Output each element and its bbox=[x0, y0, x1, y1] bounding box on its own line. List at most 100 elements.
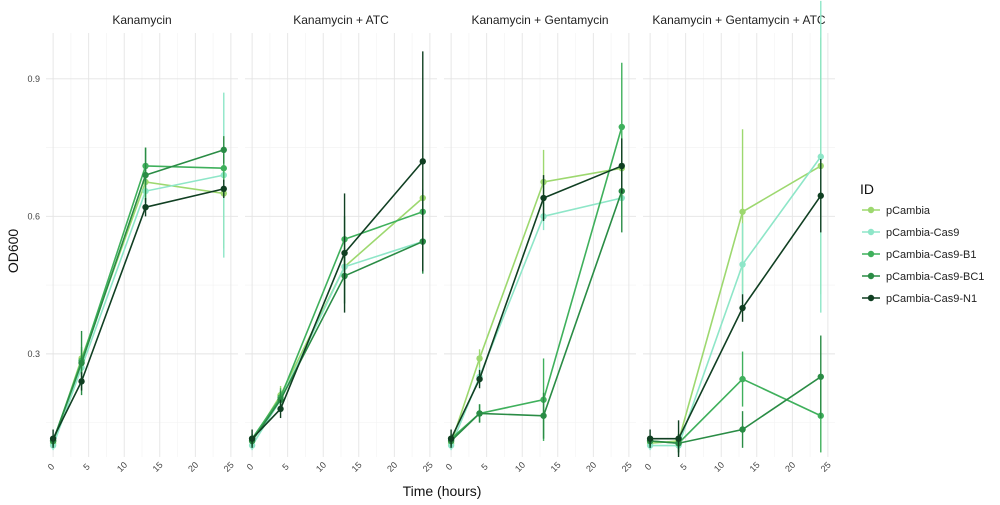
data-point bbox=[646, 435, 654, 442]
data-point bbox=[476, 355, 483, 362]
facet-panels: Kanamycin 0 5 10 15 20 25 Kanamycin + ATC 0 5 10 15… bbox=[27, 0, 835, 474]
x-tick-label: 10 bbox=[712, 460, 726, 474]
x-tick-label: 25 bbox=[620, 460, 634, 474]
data-point bbox=[220, 165, 227, 172]
x-tick-label: 20 bbox=[385, 460, 399, 474]
series-pCambia-Cas9-N1 bbox=[248, 51, 426, 448]
x-tick-label: 5 bbox=[280, 462, 291, 473]
data-point bbox=[220, 146, 227, 154]
legend-key-point bbox=[867, 228, 875, 236]
data-point bbox=[142, 203, 149, 211]
legend-label: pCambia-Cas9-N1 bbox=[886, 293, 977, 305]
x-tick-label: 25 bbox=[222, 460, 236, 474]
x-tick-label: 25 bbox=[819, 460, 833, 474]
data-point bbox=[341, 249, 348, 257]
series-line bbox=[251, 211, 424, 440]
facet-panel: Kanamycin + Gentamycin 0 5 10 15 20 25 bbox=[444, 13, 636, 474]
data-point bbox=[142, 171, 149, 179]
series-line bbox=[52, 174, 224, 446]
data-point bbox=[419, 158, 426, 165]
series-line bbox=[450, 126, 623, 440]
data-point bbox=[817, 192, 824, 199]
legend-label: pCambia bbox=[886, 205, 931, 217]
y-tick-label: 0.6 bbox=[27, 211, 40, 221]
x-tick-label: 0 bbox=[444, 462, 455, 473]
x-tick-label: 15 bbox=[151, 460, 165, 474]
x-tick-label: 20 bbox=[186, 460, 200, 474]
data-point bbox=[739, 261, 746, 268]
facet-panel: Kanamycin + ATC 0 5 10 15 20 25 bbox=[245, 13, 437, 474]
series-pCambia-Cas9-BC1 bbox=[646, 335, 824, 453]
series-line bbox=[52, 181, 224, 444]
data-point bbox=[618, 162, 625, 170]
data-point bbox=[817, 373, 824, 380]
x-tick-label: 10 bbox=[513, 460, 527, 474]
data-point bbox=[739, 208, 746, 215]
legend-item: pCambia-Cas9 bbox=[862, 227, 959, 239]
data-point bbox=[739, 426, 746, 433]
y-tick-label: 0.3 bbox=[27, 349, 40, 359]
series-line bbox=[450, 197, 622, 446]
series-line bbox=[251, 160, 424, 440]
legend-item: pCambia-Cas9-B1 bbox=[862, 249, 976, 261]
series-pCambia-Cas9-B1 bbox=[248, 188, 426, 444]
x-tick-label: 10 bbox=[115, 460, 129, 474]
x-tick-label: 15 bbox=[748, 460, 762, 474]
data-point bbox=[739, 375, 746, 383]
x-tick-label: 0 bbox=[245, 462, 256, 473]
series-line bbox=[650, 378, 822, 445]
series-pCambia-Cas9-N1 bbox=[49, 179, 227, 448]
legend-title: ID bbox=[860, 181, 874, 197]
facet-title: Kanamycin + Gentamycin bbox=[471, 13, 608, 27]
series-line bbox=[650, 195, 822, 440]
series-line bbox=[650, 165, 822, 445]
data-point bbox=[78, 378, 85, 385]
facet-panel: Kanamycin + Gentamycin + ATC 0 5 10 15 20 25 bbox=[643, 0, 835, 474]
data-point bbox=[618, 123, 625, 131]
facet-panel: Kanamycin 0 5 10 15 20 25 bbox=[46, 13, 238, 474]
series-line bbox=[52, 188, 224, 440]
x-tick-label: 20 bbox=[783, 460, 797, 474]
series-line bbox=[52, 165, 224, 442]
series-line bbox=[450, 165, 623, 440]
legend-key-point bbox=[867, 250, 875, 258]
y-tick-label: 0.9 bbox=[27, 74, 40, 84]
x-tick-label: 15 bbox=[549, 460, 563, 474]
data-point bbox=[447, 435, 455, 442]
legend-item: pCambia bbox=[862, 205, 931, 217]
series-pCambia-Cas9-B1 bbox=[49, 147, 227, 446]
x-tick-label: 5 bbox=[81, 462, 92, 473]
facet-title: Kanamycin bbox=[112, 13, 171, 27]
data-point bbox=[78, 359, 85, 367]
series-line bbox=[650, 156, 822, 447]
facet-title: Kanamycin + ATC bbox=[293, 13, 389, 27]
data-point bbox=[248, 435, 256, 442]
legend-key-point bbox=[867, 206, 875, 214]
legend: ID pCambia pCambia-Cas9 pCambia-Cas9-B1 pCa… bbox=[860, 181, 984, 305]
series-pCambia-Cas9-BC1 bbox=[248, 209, 426, 446]
data-point bbox=[220, 185, 227, 193]
series-pCambia-Cas9-B1 bbox=[447, 62, 625, 444]
series-pCambia-Cas9 bbox=[49, 92, 227, 451]
data-point bbox=[540, 412, 547, 419]
series-pCambia-Cas9-B1 bbox=[646, 351, 824, 453]
legend-item: pCambia-Cas9-BC1 bbox=[862, 271, 984, 283]
data-point bbox=[49, 435, 57, 442]
data-point bbox=[277, 405, 284, 413]
legend-label: pCambia-Cas9-BC1 bbox=[886, 271, 984, 283]
data-point bbox=[476, 410, 483, 417]
legend-label: pCambia-Cas9 bbox=[886, 227, 959, 239]
legend-label: pCambia-Cas9-B1 bbox=[886, 249, 976, 261]
series-line bbox=[450, 190, 623, 442]
x-tick-label: 20 bbox=[584, 460, 598, 474]
x-tick-label: 5 bbox=[678, 462, 689, 473]
series-pCambia-Cas9-N1 bbox=[447, 138, 625, 448]
x-tick-label: 0 bbox=[643, 462, 654, 473]
data-point bbox=[675, 435, 682, 442]
y-axis-title: OD600 bbox=[5, 229, 21, 274]
legend-key-point bbox=[867, 272, 875, 280]
x-tick-label: 15 bbox=[350, 460, 364, 474]
series-line bbox=[251, 240, 424, 442]
x-tick-label: 10 bbox=[314, 460, 328, 474]
x-tick-label: 25 bbox=[421, 460, 435, 474]
